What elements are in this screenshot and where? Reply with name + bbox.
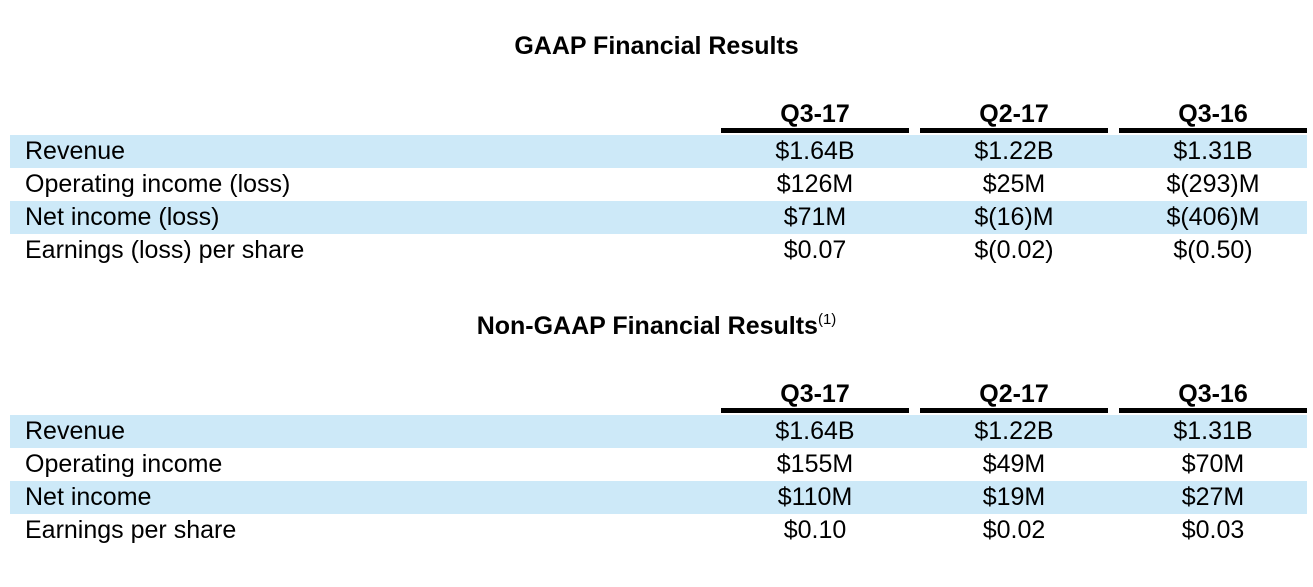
row-value: $27M	[1181, 483, 1245, 511]
row-value: $0.03	[1181, 516, 1245, 544]
table-row: Earnings per share $0.10 $0.02 $0.03	[10, 514, 1307, 547]
row-value: $(0.50)	[1173, 236, 1253, 264]
row-value: $126M	[776, 170, 854, 198]
row-label: Net income (loss)	[25, 203, 220, 231]
row-value: $155M	[776, 450, 854, 478]
row-value: $1.64B	[775, 137, 855, 165]
column-header: Q3-17	[721, 380, 909, 413]
row-value: $(16)M	[974, 203, 1054, 231]
row-value: $70M	[1181, 450, 1245, 478]
gaap-table-title: GAAP Financial Results	[0, 32, 1313, 64]
row-label: Operating income	[25, 450, 223, 478]
table-row: Revenue $1.64B $1.22B $1.31B	[10, 135, 1307, 168]
column-header: Q3-16	[1119, 380, 1307, 413]
table-row: Earnings (loss) per share $0.07 $(0.02) $(0…	[10, 234, 1307, 267]
row-value: $110M	[777, 483, 853, 511]
table-header-row: Q3-17 Q2-17 Q3-16	[10, 380, 1307, 413]
table-body: Revenue $1.64B $1.22B $1.31B Operating incom…	[10, 135, 1307, 267]
row-value: $49M	[982, 450, 1046, 478]
row-label: Revenue	[25, 137, 126, 165]
row-value: $(0.02)	[974, 236, 1054, 264]
column-header: Q2-17	[920, 100, 1108, 133]
row-label: Operating income (loss)	[25, 170, 291, 198]
row-value: $0.07	[783, 236, 847, 264]
row-label: Earnings per share	[25, 516, 237, 544]
column-header: Q2-17	[920, 380, 1108, 413]
row-value: $1.31B	[1173, 417, 1253, 445]
non-gaap-results-table: Q3-17 Q2-17 Q3-16 Revenue $1.64B $1.22B $1.31…	[10, 380, 1307, 547]
table-row: Operating income $155M $49M $70M	[10, 448, 1307, 481]
row-value: $(293)M	[1166, 170, 1260, 198]
row-value: $0.10	[783, 516, 847, 544]
column-header: Q3-17	[721, 100, 909, 133]
table-body: Revenue $1.64B $1.22B $1.31B Operating incom…	[10, 415, 1307, 547]
table-row: Operating income (loss) $126M $25M $(293)M	[10, 168, 1307, 201]
gaap-table-title-text: GAAP Financial Results	[514, 32, 799, 60]
non-gaap-table-title-superscript: (1)	[817, 311, 837, 328]
table-row: Revenue $1.64B $1.22B $1.31B	[10, 415, 1307, 448]
table-header-row: Q3-17 Q2-17 Q3-16	[10, 100, 1307, 133]
table-row: Net income $110M $19M $27M	[10, 481, 1307, 514]
row-value: $(406)M	[1166, 203, 1260, 231]
row-label: Revenue	[25, 417, 126, 445]
row-label: Net income	[25, 483, 152, 511]
row-value: $1.31B	[1173, 137, 1253, 165]
row-value: $1.22B	[974, 417, 1054, 445]
column-header: Q3-16	[1119, 100, 1307, 133]
row-value: $0.02	[982, 516, 1046, 544]
row-value: $71M	[783, 203, 847, 231]
row-value: $19M	[982, 483, 1046, 511]
non-gaap-table-title-text: Non-GAAP Financial Results	[476, 312, 818, 340]
non-gaap-table-title: Non-GAAP Financial Results(1)	[0, 311, 1313, 344]
row-value: $25M	[982, 170, 1046, 198]
table-row: Net income (loss) $71M $(16)M $(406)M	[10, 201, 1307, 234]
row-label: Earnings (loss) per share	[25, 236, 305, 264]
gaap-results-table: Q3-17 Q2-17 Q3-16 Revenue $1.64B $1.22B $1.31…	[10, 100, 1307, 267]
row-value: $1.64B	[775, 417, 855, 445]
row-value: $1.22B	[974, 137, 1054, 165]
